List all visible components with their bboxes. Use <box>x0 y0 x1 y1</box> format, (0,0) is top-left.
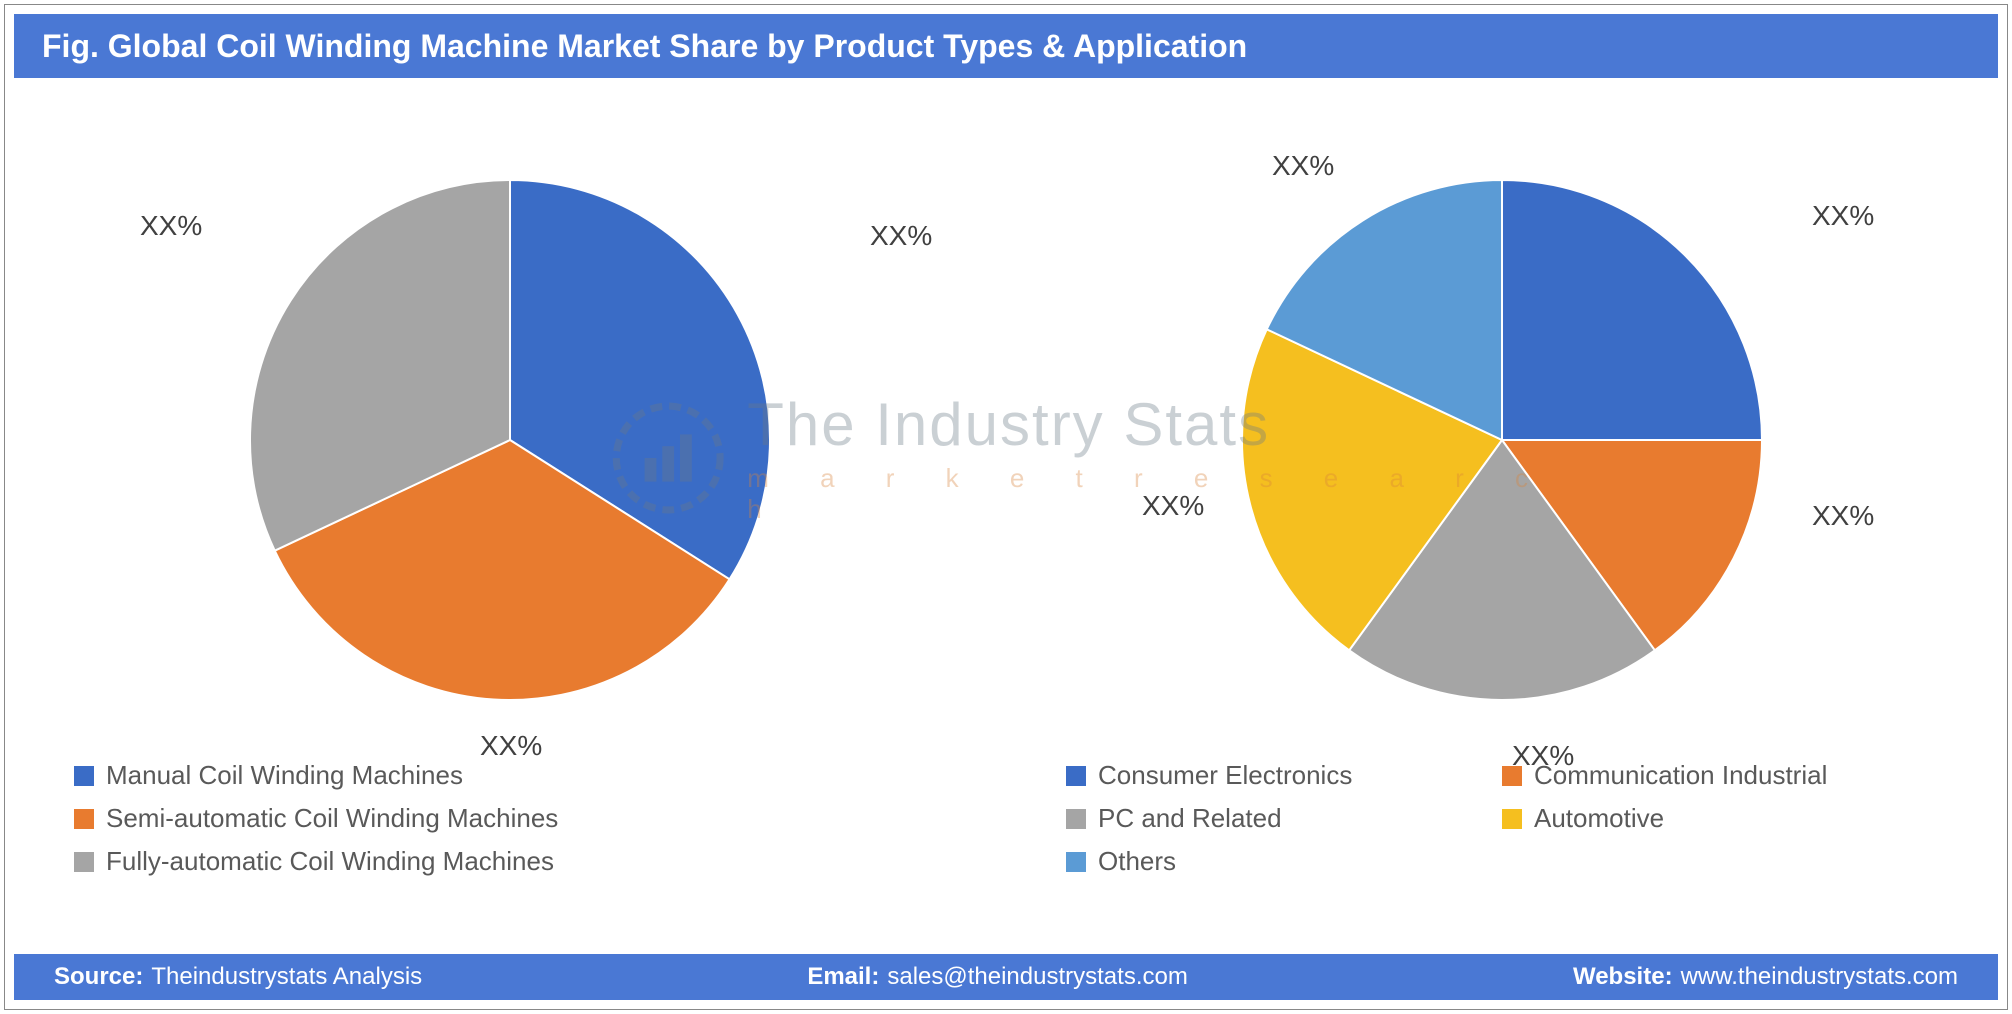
legend-swatch <box>74 852 94 872</box>
footer-website: Website: www.theindustrystats.com <box>1573 963 1958 991</box>
footer-bar: Source: Theindustrystats Analysis Email:… <box>14 954 1998 1000</box>
legend-swatch <box>1066 766 1086 786</box>
pie-chart-product-types: XX%XX%XX% <box>230 160 790 720</box>
pie-slice <box>1502 180 1762 440</box>
legend-item: Consumer Electronics <box>1066 760 1502 791</box>
slice-label: XX% <box>140 210 202 242</box>
legend-swatch <box>1066 852 1086 872</box>
legend-label: Semi-automatic Coil Winding Machines <box>106 803 558 834</box>
footer-email-value: sales@theindustrystats.com <box>887 963 1187 991</box>
slice-label: XX% <box>1512 740 1574 772</box>
header-bar: Fig. Global Coil Winding Machine Market … <box>14 14 1998 78</box>
footer-source-value: Theindustrystats Analysis <box>151 963 422 991</box>
pie-chart-application: XX%XX%XX%XX%XX% <box>1222 160 1782 720</box>
legend-item: Others <box>1066 846 1502 877</box>
legend-label: Manual Coil Winding Machines <box>106 760 463 791</box>
legend-swatch <box>74 766 94 786</box>
slice-label: XX% <box>1142 490 1204 522</box>
footer-website-value: www.theindustrystats.com <box>1681 963 1958 991</box>
legend-item: Automotive <box>1502 803 1938 834</box>
slice-label: XX% <box>1812 200 1874 232</box>
slice-label: XX% <box>1272 150 1334 182</box>
legend-label: Others <box>1098 846 1176 877</box>
legend-application: Consumer Electronics Communication Indust… <box>1006 760 1998 889</box>
slice-label: XX% <box>870 220 932 252</box>
footer-website-label: Website: <box>1573 963 1673 991</box>
footer-email-label: Email: <box>807 963 879 991</box>
legend-swatch <box>74 809 94 829</box>
legend-item: Fully-automatic Coil Winding Machines <box>74 846 946 877</box>
legend-label: Communication Industrial <box>1534 760 1827 791</box>
chart-area: XX%XX%XX% Manual Coil Winding MachinesSe… <box>14 90 1998 954</box>
legend-swatch <box>1066 809 1086 829</box>
footer-email: Email: sales@theindustrystats.com <box>807 963 1188 991</box>
legend-swatch <box>1502 809 1522 829</box>
legend-item: Semi-automatic Coil Winding Machines <box>74 803 946 834</box>
legend-product-types: Manual Coil Winding Machines Semi-automat… <box>14 760 1006 889</box>
footer-source-label: Source: <box>54 963 143 991</box>
footer-source: Source: Theindustrystats Analysis <box>54 963 422 991</box>
figure-title: Fig. Global Coil Winding Machine Market … <box>42 28 1247 65</box>
legend-item: Manual Coil Winding Machines <box>74 760 946 791</box>
legend-label: Automotive <box>1534 803 1664 834</box>
legend-item: PC and Related <box>1066 803 1502 834</box>
legend-label: Consumer Electronics <box>1098 760 1352 791</box>
legend-label: Fully-automatic Coil Winding Machines <box>106 846 554 877</box>
slice-label: XX% <box>1812 500 1874 532</box>
legend-label: PC and Related <box>1098 803 1282 834</box>
right-panel: XX%XX%XX%XX%XX% Consumer ElectronicsComm… <box>1006 90 1998 954</box>
slice-label: XX% <box>480 730 542 762</box>
left-panel: XX%XX%XX% Manual Coil Winding MachinesSe… <box>14 90 1006 954</box>
